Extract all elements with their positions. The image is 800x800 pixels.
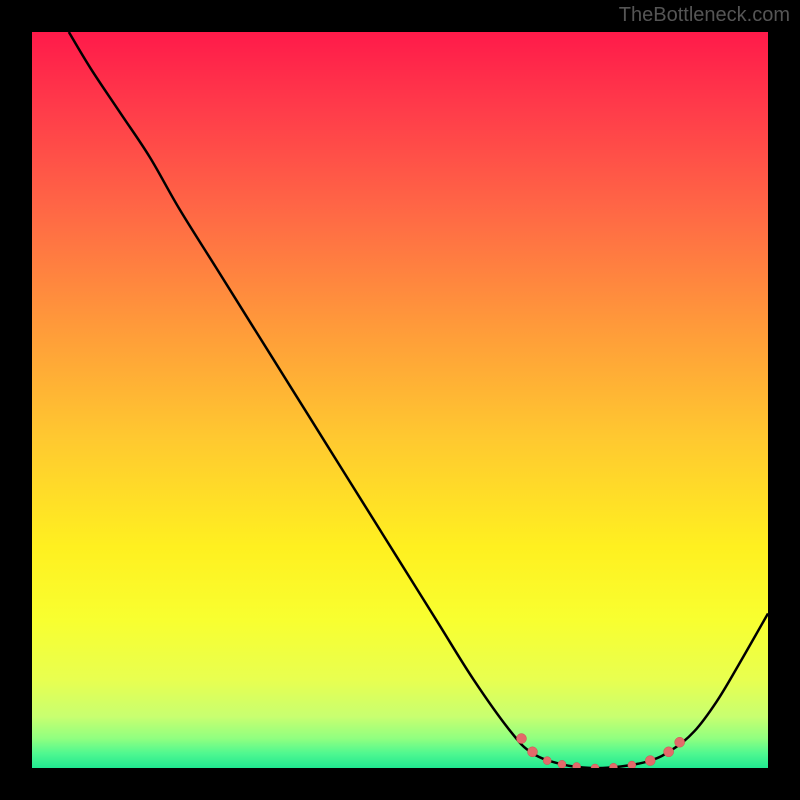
marker-dot [527, 747, 537, 757]
marker-dot [558, 760, 566, 768]
marker-dot [591, 764, 599, 768]
marker-dot [675, 737, 685, 747]
marker-dot [543, 757, 551, 765]
marker-dot [645, 756, 655, 766]
bottleneck-curve [69, 32, 768, 768]
marker-dot [609, 763, 617, 768]
marker-dot [628, 761, 636, 768]
curve-markers [516, 734, 684, 768]
curve-layer [32, 32, 768, 768]
marker-dot [516, 734, 526, 744]
plot-area [32, 32, 768, 768]
marker-dot [664, 747, 674, 757]
watermark-text: TheBottleneck.com [619, 4, 790, 27]
marker-dot [573, 763, 581, 768]
